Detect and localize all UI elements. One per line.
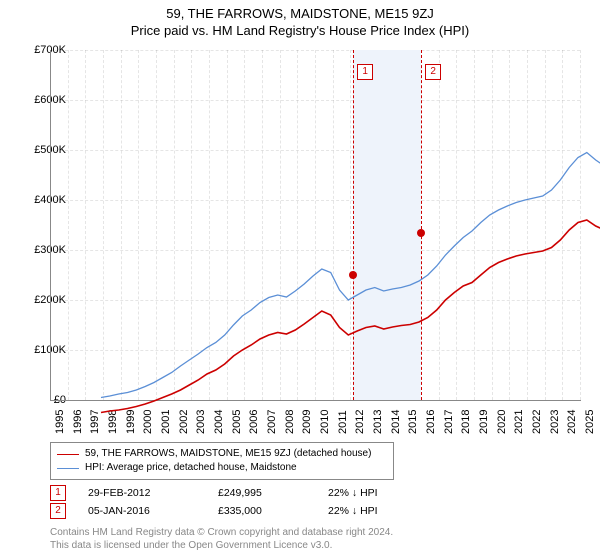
footnote: Contains HM Land Registry data © Crown c…: [50, 526, 393, 552]
sales-row: 2 05-JAN-2016£335,00022% ↓ HPI: [50, 502, 448, 520]
legend-swatch-hpi: [57, 468, 79, 469]
xtick-label: 1996: [72, 410, 84, 434]
legend-box: 59, THE FARROWS, MAIDSTONE, ME15 9ZJ (de…: [50, 442, 394, 480]
title-address: 59, THE FARROWS, MAIDSTONE, ME15 9ZJ: [0, 6, 600, 21]
title-block: 59, THE FARROWS, MAIDSTONE, ME15 9ZJ Pri…: [0, 0, 600, 38]
legend-label-hpi: HPI: Average price, detached house, Maid…: [85, 461, 297, 475]
xtick-label: 1997: [89, 410, 101, 434]
sale-dot: [417, 229, 425, 237]
footnote-line1: Contains HM Land Registry data © Crown c…: [50, 526, 393, 539]
sales-row-delta: 22% ↓ HPI: [328, 505, 448, 517]
legend-row-property: 59, THE FARROWS, MAIDSTONE, ME15 9ZJ (de…: [57, 447, 387, 461]
title-subtitle: Price paid vs. HM Land Registry's House …: [0, 23, 600, 38]
legend-row-hpi: HPI: Average price, detached house, Maid…: [57, 461, 387, 475]
sales-row-badge: 1: [50, 485, 66, 501]
sales-table: 1 29-FEB-2012£249,99522% ↓ HPI 2 05-JAN-201…: [50, 484, 448, 520]
footnote-line2: This data is licensed under the Open Gov…: [50, 539, 393, 552]
plot-area: [50, 50, 581, 401]
sale-dot: [349, 271, 357, 279]
sales-row-date: 05-JAN-2016: [88, 505, 218, 517]
sales-row-date: 29-FEB-2012: [88, 487, 218, 499]
legend-swatch-property: [57, 454, 79, 455]
legend-label-property: 59, THE FARROWS, MAIDSTONE, ME15 9ZJ (de…: [85, 447, 371, 461]
xtick-label: 1995: [54, 410, 66, 434]
sales-row-price: £335,000: [218, 505, 328, 517]
chart-container: 59, THE FARROWS, MAIDSTONE, ME15 9ZJ Pri…: [0, 0, 600, 560]
sales-row-badge: 2: [50, 503, 66, 519]
sales-row: 1 29-FEB-2012£249,99522% ↓ HPI: [50, 484, 448, 502]
sales-row-delta: 22% ↓ HPI: [328, 487, 448, 499]
sales-row-price: £249,995: [218, 487, 328, 499]
series-line: [101, 220, 600, 413]
